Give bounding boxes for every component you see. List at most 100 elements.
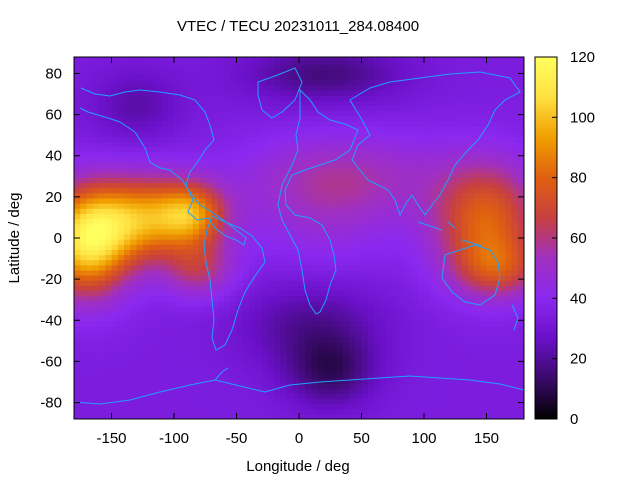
heatmap-cell	[367, 233, 375, 240]
heatmap-cell	[374, 285, 381, 292]
heatmap-cell	[105, 357, 113, 364]
heatmap-cell	[217, 239, 225, 245]
heatmap-cell	[136, 233, 144, 240]
heatmap-cell	[480, 84, 488, 91]
heatmap-cell	[299, 383, 306, 389]
heatmap-cell	[330, 177, 338, 184]
heatmap-cell	[517, 100, 524, 106]
heatmap-cell	[292, 161, 300, 168]
heatmap-cell	[505, 192, 513, 199]
heatmap-cell	[405, 388, 413, 394]
heatmap-cell	[499, 89, 506, 96]
heatmap-cell	[349, 408, 356, 415]
heatmap-cell	[317, 341, 325, 348]
heatmap-cell	[267, 131, 275, 137]
heatmap-cell	[155, 151, 163, 158]
heatmap-cell	[355, 393, 363, 400]
heatmap-cell	[417, 151, 425, 158]
heatmap-cell	[430, 105, 438, 112]
heatmap-cell	[249, 218, 256, 225]
heatmap-cell	[174, 172, 181, 178]
heatmap-cell	[330, 105, 338, 112]
heatmap-cell	[261, 69, 269, 76]
heatmap-cell	[436, 383, 444, 389]
heatmap-cell	[161, 79, 169, 86]
heatmap-cell	[124, 223, 131, 230]
heatmap-cell	[480, 208, 488, 214]
heatmap-cell	[386, 177, 394, 184]
heatmap-cell	[511, 100, 519, 106]
heatmap-cell	[299, 321, 306, 328]
heatmap-cell	[230, 156, 238, 163]
heatmap-cell	[236, 249, 244, 256]
heatmap-cell	[86, 89, 94, 96]
heatmap-cell	[230, 192, 238, 199]
heatmap-cell	[430, 311, 438, 317]
heatmap-cell	[355, 136, 363, 142]
heatmap-cell	[105, 110, 113, 117]
heatmap-cell	[105, 403, 113, 410]
heatmap-cell	[99, 146, 106, 153]
heatmap-cell	[480, 357, 488, 364]
heatmap-cell	[336, 79, 344, 86]
heatmap-cell	[192, 321, 200, 328]
heatmap-cell	[249, 295, 256, 302]
heatmap-cell	[155, 120, 163, 127]
heatmap-cell	[386, 161, 394, 168]
heatmap-cell	[236, 269, 244, 276]
heatmap-cell	[480, 218, 488, 225]
heatmap-cell	[86, 413, 94, 419]
heatmap-cell	[136, 105, 144, 112]
heatmap-cell	[311, 331, 319, 338]
heatmap-cell	[424, 197, 431, 204]
heatmap-cell	[386, 413, 394, 419]
heatmap-cell	[274, 213, 281, 220]
heatmap-cell	[249, 213, 256, 220]
heatmap-cell	[424, 131, 431, 137]
heatmap-cell	[424, 89, 431, 96]
heatmap-cell	[392, 244, 400, 250]
heatmap-cell	[449, 311, 456, 317]
heatmap-cell	[467, 146, 475, 153]
heatmap-cell	[505, 321, 513, 328]
heatmap-cell	[261, 275, 269, 281]
heatmap-cell	[255, 223, 263, 230]
heatmap-cell	[205, 403, 213, 410]
heatmap-cell	[130, 290, 138, 297]
heatmap-cell	[286, 372, 294, 379]
heatmap-cell	[392, 141, 400, 148]
heatmap-cell	[305, 295, 313, 302]
heatmap-cell	[261, 182, 269, 189]
heatmap-cell	[386, 244, 394, 250]
heatmap-cell	[430, 398, 438, 405]
heatmap-cell	[117, 223, 125, 230]
heatmap-cell	[455, 161, 463, 168]
heatmap-cell	[155, 259, 163, 266]
heatmap-cell	[86, 156, 94, 163]
heatmap-cell	[217, 69, 225, 76]
heatmap-cell	[99, 177, 106, 184]
heatmap-cell	[292, 172, 300, 178]
heatmap-cell	[192, 326, 200, 333]
heatmap-cell	[355, 223, 363, 230]
heatmap-cell	[80, 280, 88, 286]
heatmap-cell	[161, 305, 169, 312]
heatmap-cell	[486, 347, 494, 353]
heatmap-cell	[205, 141, 213, 148]
heatmap-cell	[355, 146, 363, 153]
heatmap-cell	[92, 321, 100, 328]
heatmap-cell	[442, 259, 450, 266]
heatmap-cell	[99, 223, 106, 230]
heatmap-cell	[86, 197, 94, 204]
heatmap-cell	[386, 187, 394, 194]
heatmap-cell	[86, 69, 94, 76]
heatmap-cell	[374, 367, 381, 374]
heatmap-cell	[336, 69, 344, 76]
heatmap-cell	[305, 362, 313, 369]
heatmap-cell	[274, 218, 281, 225]
heatmap-cell	[167, 393, 175, 400]
heatmap-cell	[105, 377, 113, 384]
heatmap-cell	[399, 295, 406, 302]
heatmap-cell	[505, 167, 513, 173]
heatmap-cell	[467, 311, 475, 317]
